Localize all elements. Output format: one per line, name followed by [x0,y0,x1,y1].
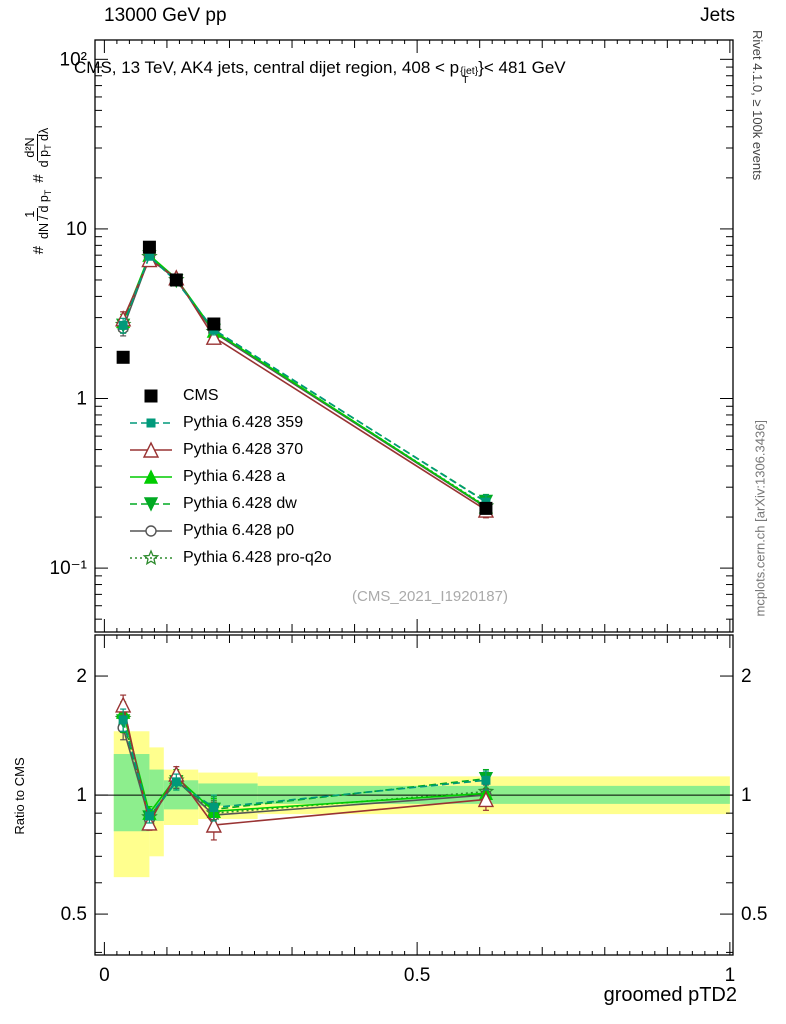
svg-text:2: 2 [741,666,752,687]
svg-text:0.5: 0.5 [741,904,767,925]
legend-item: CMS [128,382,332,409]
svg-text:0: 0 [99,965,110,986]
legend: CMS Pythia 6.428 359 Pythia 6.428 370 Pythi… [128,382,332,571]
legend-marker-triangle-up-icon [130,468,172,484]
svg-text:0.5: 0.5 [61,904,87,925]
watermark: (CMS_2021_I1920187) [352,588,508,605]
legend-item: Pythia 6.428 dw [128,490,332,517]
mcplots-credit-label: mcplots.cern.ch [arXiv:1306.3436] [752,419,768,617]
legend-item: Pythia 6.428 a [128,463,332,490]
legend-label: Pythia 6.428 a [183,467,286,485]
title-text-end: }< 481 GeV [478,58,566,77]
svg-text:10²: 10² [60,49,87,70]
legend-marker-triangle-up-icon [130,440,172,458]
panel-title: CMS, 13 TeV, AK4 jets, central dijet reg… [74,58,566,85]
legend-marker-square-icon [130,418,172,427]
fraction-1: 1 dN / d pT [23,189,53,239]
legend-marker-triangle-down-icon [130,496,172,512]
svg-text:2: 2 [76,666,87,687]
title-text: CMS, 13 TeV, AK4 jets, central dijet reg… [74,58,460,77]
fraction-2: d²N d pT dλ [23,127,53,168]
svg-text:1: 1 [76,389,87,410]
svg-text:10⁻¹: 10⁻¹ [50,558,88,579]
y-axis-label-ratio: Ratio to CMS [12,757,27,835]
svg-text:0.5: 0.5 [404,965,430,986]
legend-label: Pythia 6.428 pro-q2o [183,548,332,566]
svg-text:10: 10 [66,219,87,240]
beam-energy-label: 13000 GeV pp [104,5,227,26]
title-pt-script: {jet} T [460,65,479,86]
legend-item: Pythia 6.428 359 [128,409,332,436]
legend-label: Pythia 6.428 dw [183,494,297,512]
legend-label: Pythia 6.428 370 [183,440,304,458]
legend-item: Pythia 6.428 pro-q2o [128,544,332,571]
legend-item: Pythia 6.428 p0 [128,517,332,544]
legend-label: CMS [183,386,219,404]
legend-marker-circle-icon [130,524,172,537]
analysis-group-label: Jets [700,5,735,26]
legend-label: Pythia 6.428 359 [183,413,304,431]
legend-marker-square-icon [144,389,158,402]
svg-text:1: 1 [76,785,87,806]
svg-text:1: 1 [725,965,736,986]
x-axis-label: groomed pTD2 [603,984,737,1006]
svg-text:1: 1 [741,785,752,806]
rivet-version-label: Rivet 4.1.0, ≥ 100k events [750,30,765,181]
legend-marker-star-icon [130,548,172,565]
legend-label: Pythia 6.428 p0 [183,521,295,539]
legend-item: Pythia 6.428 370 [128,436,332,463]
y-axis-label-main: # 1 dN / d pT # d²N d pT dλ [23,127,53,255]
